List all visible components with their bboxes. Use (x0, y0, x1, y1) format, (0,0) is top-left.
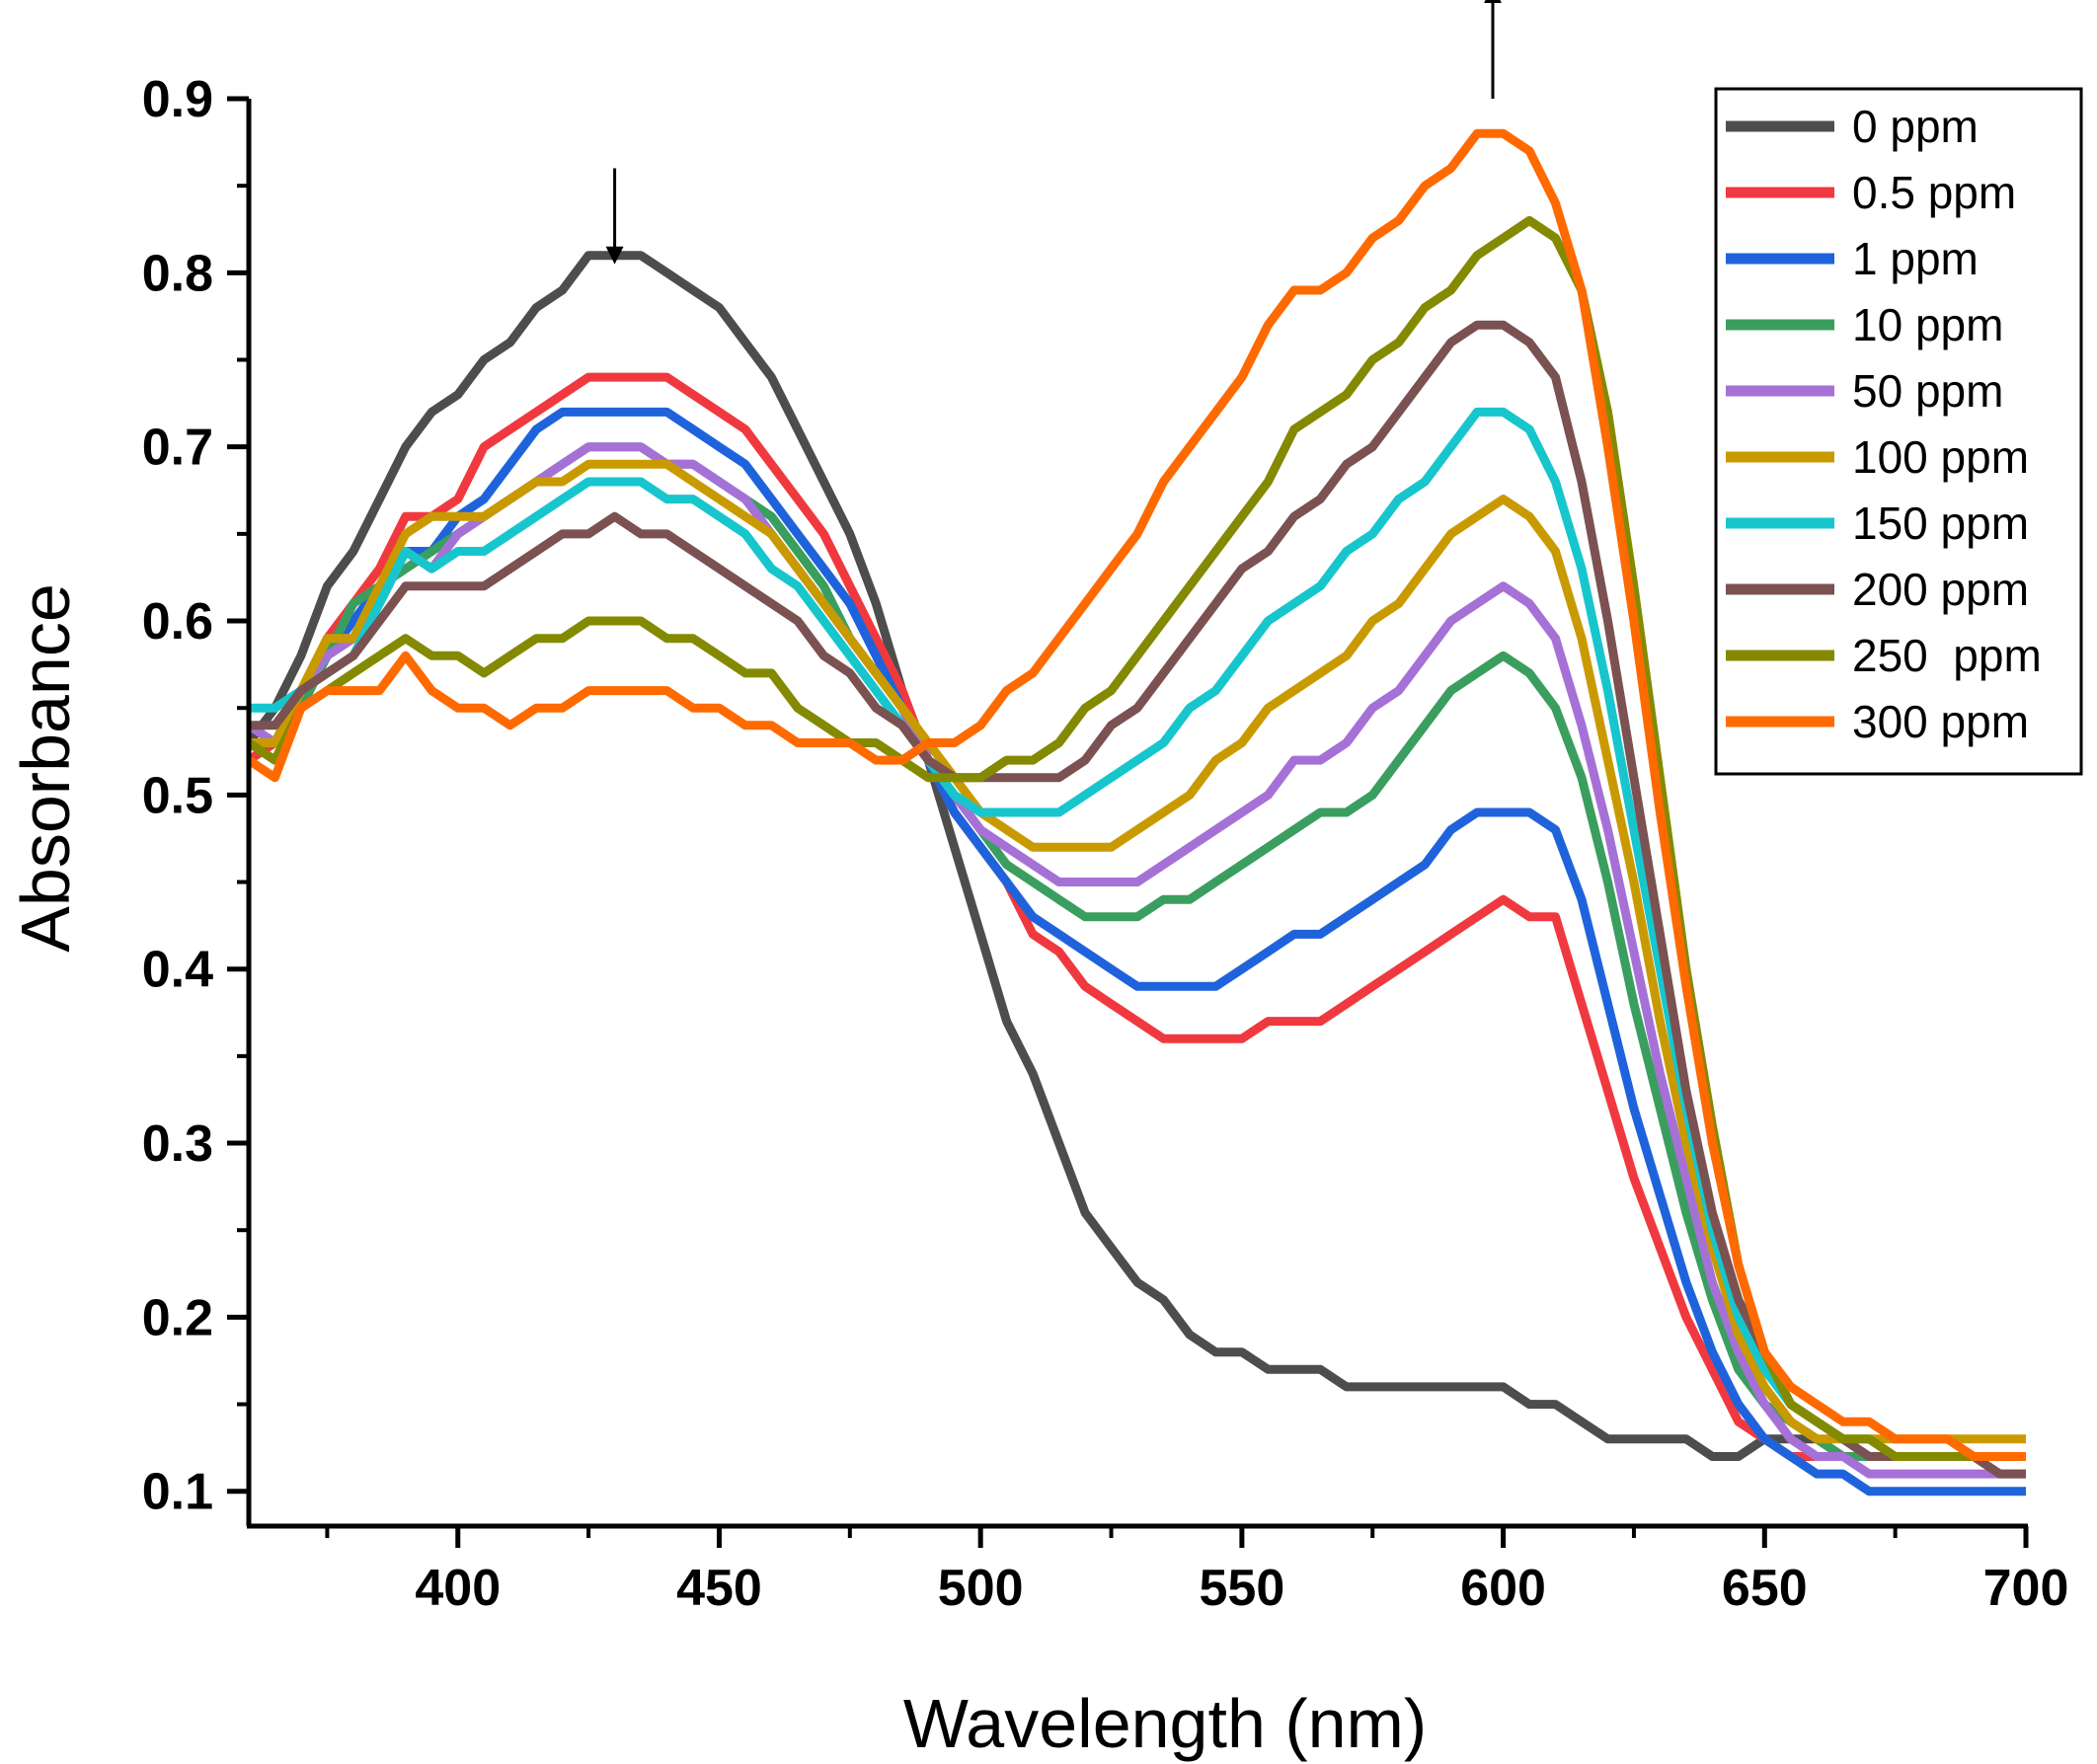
series-line-1 (249, 372, 2026, 1461)
y-axis-title: Absorbance (7, 583, 84, 953)
legend-label: 0 ppm (1852, 101, 1979, 152)
y-tick-label: 0.1 (142, 1464, 213, 1521)
legend-label: 1 ppm (1852, 233, 1979, 284)
series-line-0 (249, 251, 2026, 1461)
y-tick-label: 0.6 (142, 593, 213, 651)
y-tick-label: 0.7 (142, 420, 213, 477)
y-tick-label: 0.8 (142, 245, 213, 302)
series-line-7 (249, 320, 2026, 1479)
series-line-9 (249, 128, 2026, 1461)
x-tick-label: 700 (1983, 1560, 2069, 1617)
series-line-2 (249, 407, 2026, 1496)
annotations-group (605, 0, 1502, 265)
y-tick-label: 0.3 (142, 1115, 213, 1173)
legend-label: 150 ppm (1852, 498, 2029, 549)
series-line-4 (249, 442, 2026, 1479)
series-line-5 (249, 459, 2026, 1444)
legend: 0 ppm 0.5 ppm 1 ppm 10 ppm 50 ppm 100 ppm 150 … (1714, 87, 2083, 776)
x-tick-label: 400 (415, 1560, 501, 1617)
y-tick-label: 0.9 (142, 71, 213, 128)
legend-label: 10 ppm (1852, 299, 2003, 350)
legend-label: 100 ppm (1852, 431, 2029, 483)
x-axis-title: Wavelength (nm) (903, 1685, 1427, 1762)
axes-group: 400 450 500 550 600 650 700 0.1 0.2 0.3 0.4 0.5 0.6 0… (142, 71, 2069, 1617)
x-tick-label: 450 (676, 1560, 762, 1617)
series-line-6 (249, 407, 2026, 1461)
legend-label: 300 ppm (1852, 696, 2029, 747)
y-tick-label: 0.5 (142, 767, 213, 824)
legend-label: 200 ppm (1852, 564, 2029, 615)
x-tick-label: 600 (1460, 1560, 1546, 1617)
legend-label: 0.5 ppm (1852, 167, 2016, 218)
y-tick-label: 0.2 (142, 1289, 213, 1346)
x-tick-label: 550 (1199, 1560, 1284, 1617)
x-tick-label: 500 (938, 1560, 1024, 1617)
plot-series-group (249, 128, 2026, 1496)
legend-label: 50 ppm (1852, 365, 2003, 417)
x-tick-label: 650 (1722, 1560, 1808, 1617)
legend-label: 250 ppm (1852, 630, 2042, 681)
y-tick-label: 0.4 (142, 942, 213, 999)
